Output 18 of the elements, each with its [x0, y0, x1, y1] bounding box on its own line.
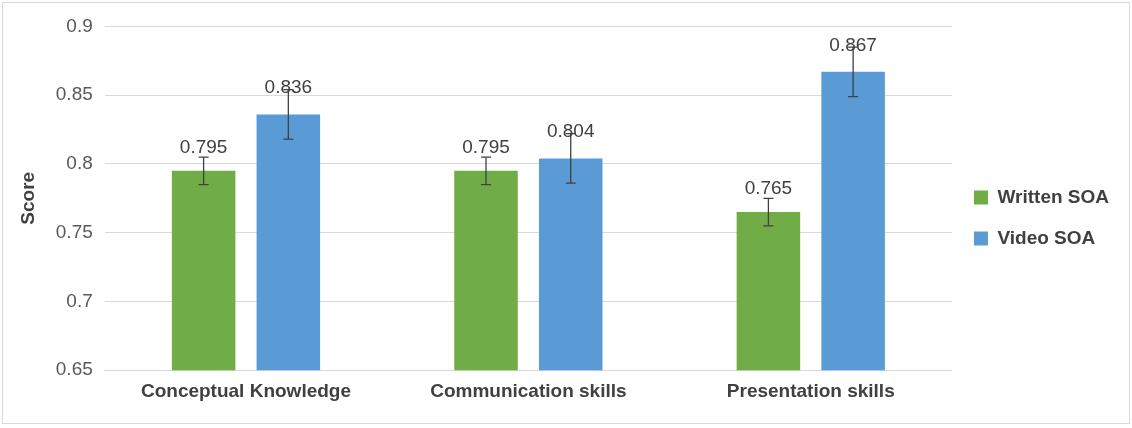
y-tick-label: 0.8	[66, 152, 93, 174]
data-label: 0.795	[462, 135, 510, 157]
data-label: 0.836	[264, 76, 313, 98]
legend-label: Written SOA	[997, 185, 1110, 207]
data-label: 0.804	[546, 120, 595, 142]
data-label: 0.765	[744, 176, 793, 198]
data-label: 0.795	[179, 135, 228, 157]
y-axis-title: Score	[16, 171, 38, 225]
legend-label: Video SOA	[997, 226, 1096, 248]
y-tick-label: 0.7	[66, 289, 93, 311]
x-tick-label: Communication skills	[430, 379, 627, 401]
data-label: 0.867	[829, 33, 877, 55]
y-tick-label: 0.75	[55, 220, 93, 242]
y-tick-label: 0.65	[55, 358, 93, 380]
y-tick-label: 0.9	[66, 14, 93, 36]
x-tick-label: Presentation skills	[726, 379, 895, 401]
y-tick-label: 0.85	[55, 83, 93, 105]
x-tick-label: Conceptual Knowledge	[140, 379, 352, 401]
